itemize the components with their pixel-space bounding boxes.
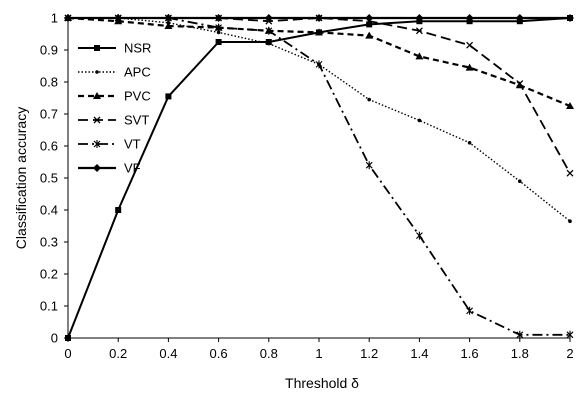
legend-vf-point [93, 164, 101, 172]
legend-item-pvc: PVC [78, 89, 151, 104]
x-tick-label: 2 [566, 346, 573, 361]
legend-nsr-point [94, 45, 100, 51]
legend-apc-point [95, 70, 99, 74]
series-nsr-point [115, 207, 122, 213]
x-tick-label: 0.8 [260, 346, 278, 361]
series-pvc-point [164, 22, 173, 29]
x-tick-label: 1.6 [461, 346, 479, 361]
legend-svt-point [93, 116, 101, 124]
legend-label-vf: VF [124, 161, 141, 176]
series-pvc-point [465, 63, 474, 71]
y-axis-title: Classification accuracy [13, 107, 29, 249]
legend-label-nsr: NSR [124, 41, 151, 56]
y-tick-label: 1 [51, 11, 58, 26]
series-apc-point [367, 97, 372, 102]
series-vt-point [516, 330, 524, 339]
y-tick-label: 0.1 [40, 299, 58, 314]
series-vt-point [466, 306, 473, 315]
legend-item-vt: VT [78, 137, 141, 152]
y-tick-label: 0.5 [40, 171, 58, 186]
series-apc-point [467, 141, 472, 145]
legend-item-nsr: NSR [78, 41, 151, 56]
series-svt-point [415, 27, 423, 35]
series-vt-point [566, 330, 574, 339]
series-vf-point [64, 14, 72, 22]
legend-label-apc: APC [124, 65, 151, 80]
series-apc-point [568, 219, 572, 223]
series-nsr-point [366, 21, 373, 28]
series-vt-point [365, 161, 373, 170]
legend-label-vt: VT [124, 137, 141, 152]
series-vf-point [315, 14, 323, 22]
series-vf-point [264, 14, 273, 22]
series-apc-point [518, 179, 522, 183]
legend-label-pvc: PVC [124, 89, 151, 104]
legend-item-vf: VF [78, 161, 141, 176]
series-vt-point [416, 231, 423, 240]
series-vf-point [114, 14, 123, 22]
y-tick-label: 0.7 [40, 107, 58, 122]
series-vf-point [415, 14, 424, 22]
y-tick-label: 0.9 [40, 43, 58, 58]
x-tick-label: 0.4 [159, 346, 177, 361]
series-nsr-point [65, 335, 71, 341]
series-vf-point [566, 14, 574, 22]
legend: NSR APC PVC SVT VT VF [78, 41, 151, 176]
series-vt-point [265, 26, 273, 35]
series-vf-point [365, 14, 374, 22]
series-apc-point [267, 41, 271, 46]
series-pvc-point [566, 102, 574, 109]
y-tick-label: 0.3 [40, 235, 58, 250]
series-vf-point [164, 14, 173, 22]
series-pvc-point [365, 31, 374, 39]
series-vf-point [465, 14, 474, 22]
series-pvc-point [315, 28, 323, 36]
x-tick-label: 0.6 [210, 346, 228, 361]
series-line-apc [68, 17, 571, 222]
series-nsr-point [165, 93, 172, 100]
series-vf-point [515, 14, 524, 22]
series-layer [64, 14, 574, 341]
x-tick-label: 1 [315, 346, 322, 361]
legend-pvc-point [93, 92, 101, 99]
legend-vt-point [93, 140, 101, 148]
series-svt-point [466, 41, 474, 49]
series-apc-point [216, 30, 221, 35]
series-vt-point [315, 60, 323, 69]
series-nsr-point [215, 39, 222, 45]
x-tick-label: 0 [64, 346, 71, 361]
series-svt-point [516, 80, 524, 88]
series-svt-point [566, 169, 574, 177]
axes: 0 0.2 0.4 0.6 0.8 1 1.2 1.4 1.6 1.8 2 0 0.1 0.2 0.3 0.4… [40, 11, 574, 362]
x-tick-label: 1.4 [410, 346, 428, 361]
legend-item-svt: SVT [78, 113, 149, 128]
y-tick-label: 0.8 [40, 75, 58, 90]
x-tick-label: 1.8 [511, 346, 529, 361]
series-apc-point [417, 118, 422, 123]
series-vt [64, 14, 574, 339]
y-tick-label: 0.2 [40, 267, 58, 282]
series-vf-point [214, 14, 223, 22]
series-vt-point [215, 23, 222, 32]
y-tick-label: 0.6 [40, 139, 58, 154]
x-tick-label: 1.2 [360, 346, 378, 361]
y-tick-label: 0.4 [40, 203, 58, 218]
legend-item-apc: APC [78, 65, 151, 80]
y-tick-label: 0 [51, 331, 58, 346]
series-pvc-point [415, 52, 424, 60]
series-vf [64, 14, 574, 22]
legend-label-svt: SVT [124, 113, 149, 128]
x-tick-label: 0.2 [109, 346, 127, 361]
x-axis-title: Threshold δ [285, 375, 359, 391]
